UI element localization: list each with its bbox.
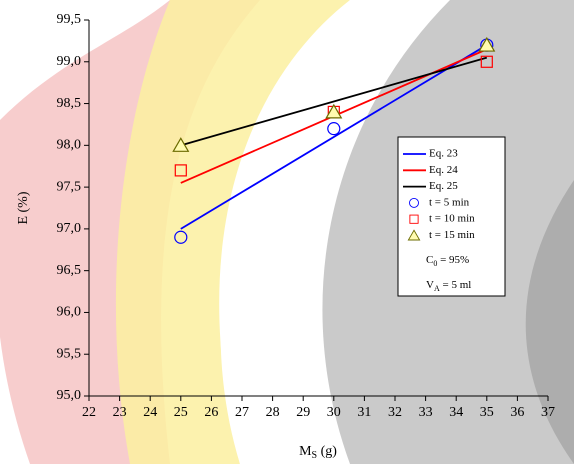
legend-label: Eq. 24 [429,164,458,176]
y-tick-label: 95,5 [57,346,82,361]
legend-label: Eq. 23 [429,148,458,160]
y-tick-label: 99,5 [57,12,82,27]
legend: Eq. 23 Eq. 24 Eq. 25 t = 5 min t = 10 min t =… [398,137,505,296]
y-tick-label: 97,5 [57,179,82,194]
x-axis-label: MS (g) [299,444,337,461]
x-tick-label: 37 [541,405,555,420]
y-tick-label: 99,0 [57,54,82,69]
x-tick-label: 34 [449,405,463,420]
x-tick-label: 22 [82,405,96,420]
x-tick-label: 27 [235,405,249,420]
annotation-main: C [426,253,433,265]
y-tick-label: 95,0 [57,388,82,403]
annotation-rest: = 95% [437,253,469,265]
x-tick-label: 35 [480,405,494,420]
y-tick-label: 97,0 [57,221,82,236]
x-tick-label: 25 [174,405,188,420]
legend-label: t = 5 min [429,196,470,208]
x-tick-label: 32 [388,405,402,420]
y-tick-label: 98,5 [57,96,82,111]
x-tick-label: 26 [204,405,218,420]
legend-label: t = 15 min [429,229,475,241]
legend-label: t = 10 min [429,213,475,225]
y-tick-label: 98,0 [57,138,82,153]
x-tick-label: 23 [113,405,127,420]
y-axis-label: E (%) [16,191,31,224]
chart: E (%) MS (g) Eq. 23 Eq. 24 Eq. 25 t = 5 min… [0,0,574,464]
x-tick-label: 36 [510,405,524,420]
x-tick-label: 28 [266,405,280,420]
y-tick-label: 96,0 [57,305,82,320]
annotation-rest: = 5 ml [440,278,472,290]
y-tick-label: 96,5 [57,263,82,278]
x-tick-label: 31 [357,405,371,420]
x-tick-label: 24 [143,405,157,420]
x-tick-label: 33 [419,405,433,420]
annotation-main: V [426,278,434,290]
legend-label: Eq. 25 [429,180,458,192]
x-tick-label: 30 [327,405,341,420]
x-tick-label: 29 [296,405,310,420]
